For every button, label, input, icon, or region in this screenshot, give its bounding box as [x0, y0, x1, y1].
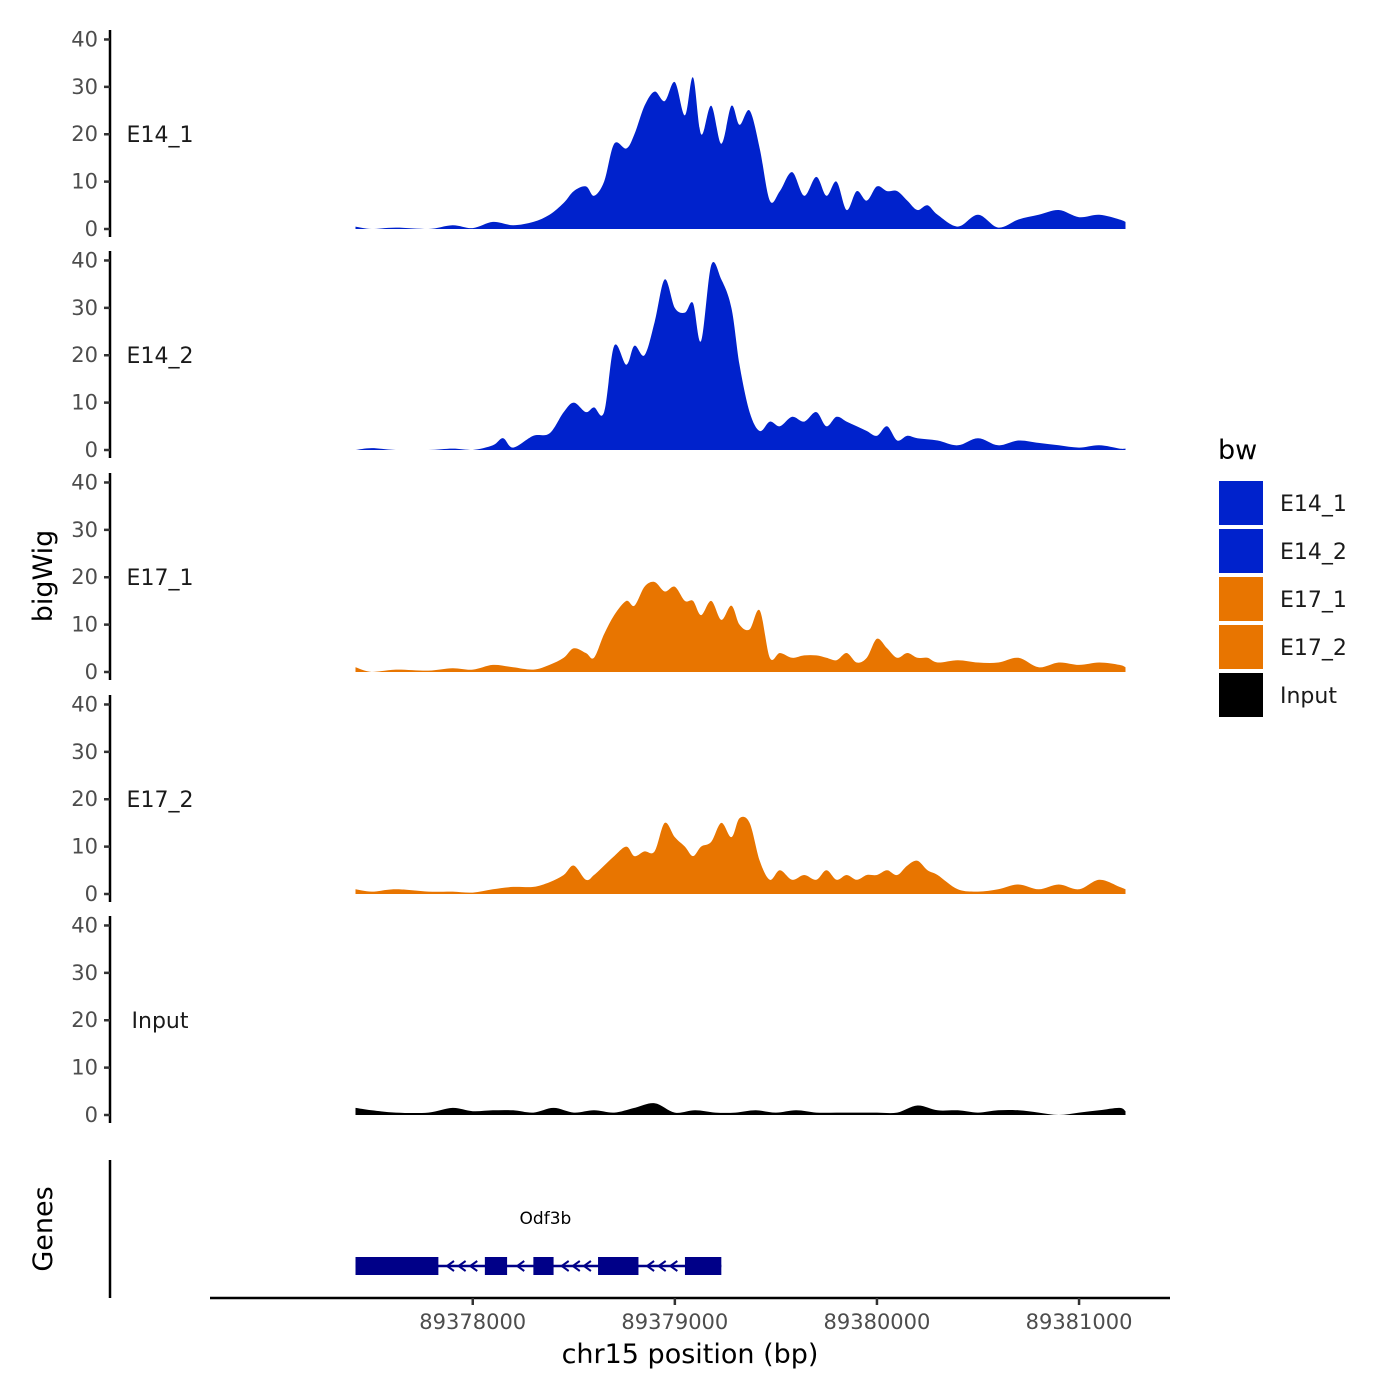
y-tick-label: 40 [71, 27, 98, 51]
x-tick-label: 89381000 [1026, 1310, 1133, 1334]
panel-Input: 0 10 20 30 40 Input [71, 913, 1126, 1127]
gene-label: Odf3b [520, 1209, 572, 1229]
x-axis-title: chr15 position (bp) [562, 1339, 819, 1370]
strand-arrow [468, 1260, 478, 1272]
x-tick-label: 89378000 [419, 1310, 526, 1334]
strip-label: E14_2 [127, 344, 194, 369]
legend-label: E17_2 [1280, 636, 1347, 661]
gene-exon [598, 1257, 639, 1275]
legend: bw E14_1 E14_2 E17_1 E17_2 Input [1217, 435, 1347, 719]
strand-arrow [445, 1260, 455, 1272]
legend-items: E14_1 E14_2 E17_1 E17_2 Input [1217, 479, 1347, 719]
y-tick-label: 40 [71, 692, 98, 716]
y-tick-label: 10 [71, 835, 98, 859]
legend-title: bw [1218, 435, 1257, 466]
y-tick-label: 20 [71, 565, 98, 589]
panel-E14_1: 0 10 20 30 40 E14_1 [71, 27, 1126, 241]
strip-label: E17_1 [127, 566, 194, 591]
y-tick-label: 30 [71, 296, 98, 320]
y-tick-label: 30 [71, 740, 98, 764]
y-tick-label: 30 [71, 518, 98, 542]
x-tick-label: 89380000 [824, 1310, 931, 1334]
gene-exon [484, 1257, 508, 1275]
legend-swatch [1217, 671, 1265, 719]
y-tick-label: 40 [71, 913, 98, 937]
strip-label: E17_2 [127, 788, 194, 813]
y-tick-label: 40 [71, 248, 98, 272]
coverage-area-Input [355, 1103, 1126, 1115]
y-tick-label: 0 [85, 882, 98, 906]
legend-item-Input: Input [1217, 671, 1337, 719]
legend-item-E17_1: E17_1 [1217, 575, 1347, 623]
legend-label: E14_2 [1280, 540, 1347, 565]
y-tick-label: 40 [71, 470, 98, 494]
strand-arrow [656, 1260, 667, 1272]
y-tick-label: 20 [71, 787, 98, 811]
x-axis: 89378000 89379000 89380000 89381000 [210, 1296, 1170, 1334]
y-tick-label: 10 [71, 170, 98, 194]
y-tick-label: 0 [85, 1103, 98, 1127]
y-tick-label: 20 [71, 122, 98, 146]
y-tick-label: 10 [71, 391, 98, 415]
strand-arrow [559, 1260, 570, 1272]
strip-label: E14_1 [127, 123, 194, 148]
panel-E14_2: 0 10 20 30 40 E14_2 [71, 248, 1126, 462]
y-tick-label: 10 [71, 613, 98, 637]
legend-swatch [1217, 527, 1265, 575]
legend-label: E14_1 [1280, 492, 1347, 517]
gene-exon [355, 1257, 439, 1275]
panel-E17_2: 0 10 20 30 40 E17_2 [71, 692, 1126, 906]
legend-label: E17_1 [1280, 588, 1347, 613]
y-axis-title: bigWig [28, 530, 59, 623]
coverage-area-E14_1 [355, 77, 1126, 230]
y-tick-label: 30 [71, 961, 98, 985]
y-tick-label: 30 [71, 75, 98, 99]
strip-label: Input [132, 1009, 189, 1034]
legend-swatch [1217, 623, 1265, 671]
legend-swatch [1217, 479, 1265, 527]
x-tick-label: 89379000 [621, 1310, 728, 1334]
legend-label: Input [1280, 684, 1337, 709]
y-tick-label: 0 [85, 438, 98, 462]
coverage-area-E17_1 [355, 581, 1126, 672]
y-tick-label: 0 [85, 660, 98, 684]
legend-item-E14_1: E14_1 [1217, 479, 1347, 527]
strand-arrow [456, 1260, 467, 1272]
gene-exon [684, 1257, 722, 1275]
strand-arrow [515, 1260, 525, 1272]
coverage-area-E14_2 [355, 262, 1126, 450]
gene-exon [533, 1257, 554, 1275]
y-tick-label: 20 [71, 343, 98, 367]
strand-arrow [582, 1260, 592, 1272]
strand-arrow [645, 1260, 655, 1272]
coverage-area-E17_2 [355, 816, 1126, 894]
coverage-panels: 0 10 20 30 40 E14_1 0 10 20 30 40 E14_2 0 10 20 30 40 E17… [71, 27, 1126, 1127]
gene-Odf3b: Odf3b [355, 1209, 722, 1275]
y-tick-label: 10 [71, 1056, 98, 1080]
strand-arrow [668, 1260, 678, 1272]
y-tick-label: 20 [71, 1008, 98, 1032]
panel-E17_1: 0 10 20 30 40 E17_1 [71, 470, 1126, 684]
gene-track-title: Genes [28, 1186, 59, 1271]
legend-item-E14_2: E14_2 [1217, 527, 1347, 575]
strand-arrow [571, 1260, 581, 1272]
legend-swatch [1217, 575, 1265, 623]
y-tick-label: 0 [85, 217, 98, 241]
legend-item-E17_2: E17_2 [1217, 623, 1347, 671]
gene-track: Odf3b [108, 1160, 722, 1298]
